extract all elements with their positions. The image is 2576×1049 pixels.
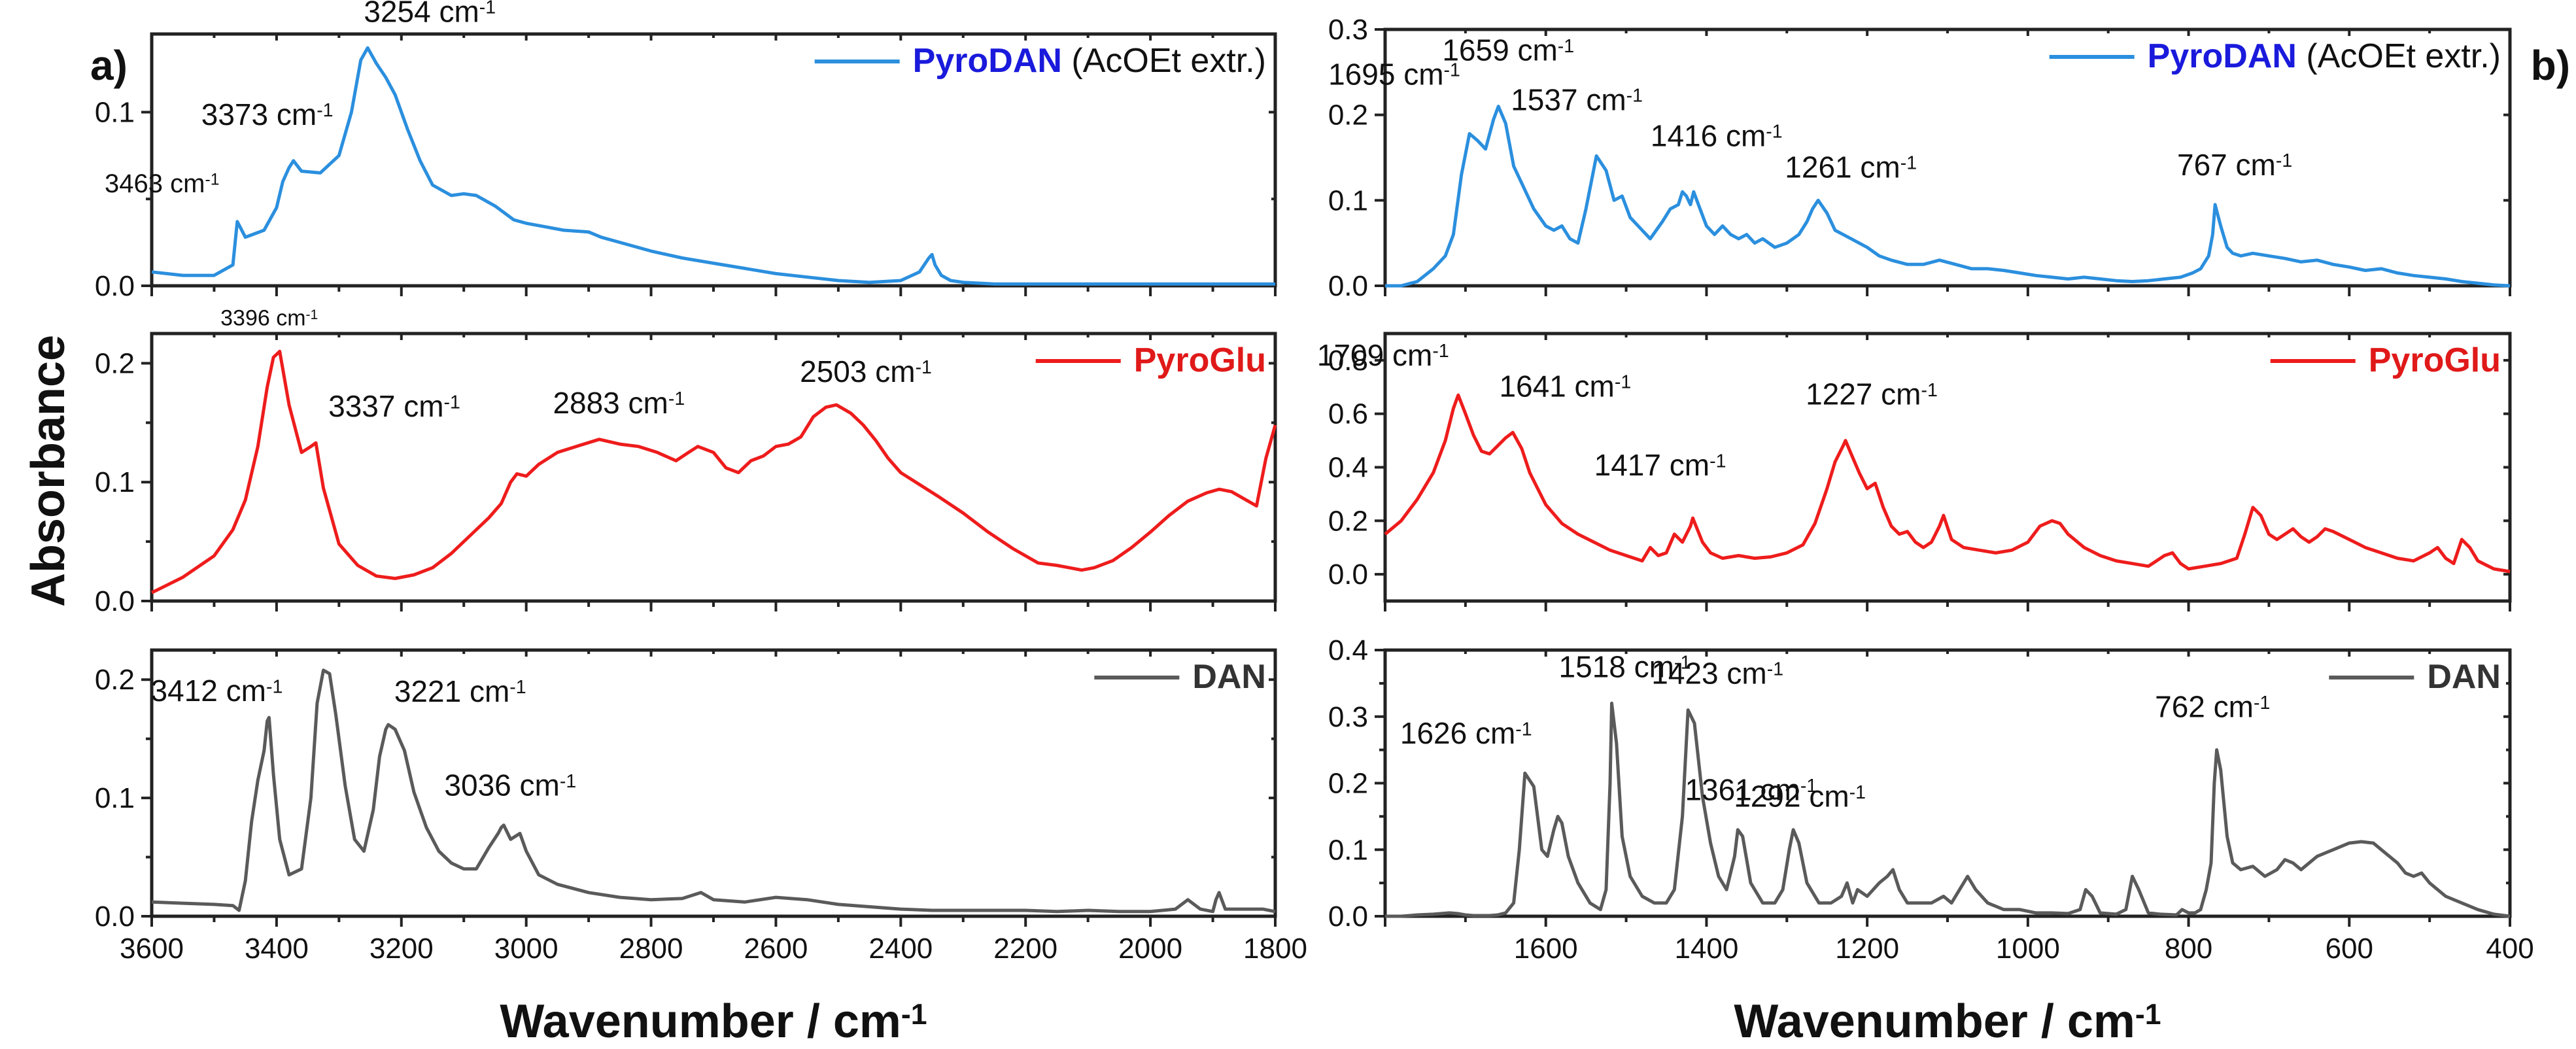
y-tick-label: 0.2 — [95, 347, 135, 379]
peak-annotation: 1417 cm-1 — [1594, 448, 1726, 482]
y-tick-label: 0.0 — [95, 585, 135, 617]
legend-label: DAN — [2427, 658, 2501, 696]
y-axis-title: Absorbance — [22, 335, 75, 607]
x-tick-label: 400 — [2486, 933, 2533, 965]
y-tick-label: 0.1 — [95, 782, 135, 814]
panel-b-mid: 0.0 0.2 0.4 0.6 0.8 PyroGlu 1709 cm-1 1641 cm-1… — [1317, 332, 2512, 611]
peak-annotation: 1695 cm-1 — [1328, 57, 1460, 91]
y-tick-label: 0.4 — [1328, 634, 1368, 666]
peak-annotation: 1227 cm-1 — [1806, 377, 1938, 411]
peak-annotation: 3254 cm-1 — [364, 0, 496, 28]
y-tick-label: 0.1 — [95, 466, 135, 498]
legend-label: PyroDAN (AcOEt extr.) — [2148, 37, 2501, 75]
peak-annotation: 1423 cm-1 — [1651, 657, 1783, 691]
legend-suffix: (AcOEt extr.) — [1062, 42, 1266, 80]
spectrum-line-b-mid — [1384, 393, 2511, 574]
spectrum-line-b-bot — [1385, 701, 2511, 918]
legend-series-name: DAN — [2427, 658, 2501, 696]
spectrum-line-b-top — [1385, 105, 2511, 288]
y-tick-label: 0.2 — [1328, 505, 1368, 537]
x-tick-label: 3200 — [369, 933, 434, 965]
x-tick-label: 800 — [2165, 933, 2212, 965]
peak-annotation: 3412 cm-1 — [151, 674, 283, 708]
y-tick-label: 0.8 — [1328, 345, 1368, 377]
x-tick-label: 1400 — [1674, 933, 1738, 965]
peak-annotation: 1709 cm-1 — [1317, 338, 1449, 372]
peak-annotation: 1416 cm-1 — [1651, 118, 1783, 152]
x-axis-title: Wavenumber / cm-1 — [500, 995, 927, 1048]
y-tick-label: 0.2 — [1328, 768, 1368, 800]
y-tick-label: 0.0 — [1328, 270, 1368, 302]
peak-annotation: 1361 cm-1 — [1685, 773, 1817, 807]
y-tick-label: 0.1 — [1328, 184, 1368, 216]
peak-annotation: 3337 cm-1 — [328, 389, 460, 423]
legend-series-name: PyroDAN — [2148, 37, 2297, 75]
peak-annotation: 1626 cm-1 — [1400, 716, 1532, 750]
y-tick-label: 0.2 — [95, 664, 135, 696]
peak-annotation: 1641 cm-1 — [1499, 369, 1631, 403]
x-tick-label: 2400 — [868, 933, 933, 965]
panel-letter-b: b) — [2531, 42, 2570, 89]
panel-letter-a: a) — [90, 42, 128, 89]
peak-annotation: 1261 cm-1 — [1785, 150, 1917, 184]
y-tick-label: 0.0 — [1328, 901, 1368, 933]
legend-series-name: PyroGlu — [2369, 341, 2501, 379]
y-tick-label: 0.3 — [1328, 701, 1368, 733]
peak-annotation: 2503 cm-1 — [800, 354, 932, 388]
y-tick-label: 0.0 — [1328, 559, 1368, 591]
x-tick-label: 1800 — [1243, 933, 1307, 965]
spectrum-line-a-bot — [151, 668, 1276, 914]
legend-label: PyroDAN (AcOEt extr.) — [913, 42, 1266, 80]
y-tick-label: 0.0 — [95, 901, 135, 933]
peak-annotation: 2883 cm-1 — [553, 386, 685, 420]
x-tick-label: 3000 — [494, 933, 558, 965]
spectrum-line-a-mid — [150, 349, 1277, 594]
peak-annotation: 1537 cm-1 — [1511, 82, 1643, 116]
x-tick-label: 2200 — [993, 933, 1057, 965]
x-tick-label: 1200 — [1835, 933, 1899, 965]
x-tick-label: 1000 — [1996, 933, 2060, 965]
peak-annotation: 1518 cm-1 — [1559, 649, 1691, 683]
legend-series-name: DAN — [1192, 658, 1266, 696]
peak-annotation: 767 cm-1 — [2177, 148, 2292, 182]
peak-annotation: 1659 cm-1 — [1442, 33, 1574, 67]
spectrum-line-a-top — [151, 46, 1275, 286]
x-tick-label: 2000 — [1118, 933, 1182, 965]
y-tick-label: 0.3 — [1328, 14, 1368, 46]
peak-annotation: 3221 cm-1 — [394, 674, 526, 708]
panel-b-top: 0.0 0.1 0.2 0.3 PyroDAN (AcOEt extr.) 1695 cm… — [1328, 14, 2512, 302]
x-tick-label: 2800 — [619, 933, 683, 965]
y-tick-label: 0.1 — [95, 96, 135, 128]
legend-label: PyroGlu — [1134, 341, 1266, 379]
panel-a-mid: 0.0 0.1 0.2 PyroGlu 3396 cm-1 3337 cm-1 2883 c… — [95, 305, 1277, 617]
x-tick-label: 1600 — [1514, 933, 1578, 965]
legend-suffix: (AcOEt extr.) — [2297, 37, 2501, 75]
y-tick-label: 0.2 — [1328, 99, 1368, 131]
peak-annotation: 3463 cm-1 — [105, 169, 219, 198]
x-tick-label: 600 — [2326, 933, 2373, 965]
y-tick-label: 0.1 — [1328, 834, 1368, 866]
peak-annotation: 1292 cm-1 — [1734, 780, 1866, 814]
peak-annotation: 762 cm-1 — [2155, 690, 2270, 724]
x-tick-label: 2600 — [744, 933, 808, 965]
legend-label: PyroGlu — [2369, 341, 2501, 379]
legend-series-name: PyroDAN — [913, 42, 1062, 80]
legend-label: DAN — [1192, 658, 1266, 696]
y-tick-label: 0.4 — [1328, 452, 1368, 484]
panel-a-top: 0.0 0.1 PyroDAN (AcOEt extr.) 3463 cm-1 3373… — [95, 0, 1277, 302]
x-tick-label: 3400 — [245, 933, 309, 965]
y-tick-label: 0.0 — [95, 270, 135, 302]
plot-frame — [1383, 648, 2512, 918]
panels: 0.0 0.1 PyroDAN (AcOEt extr.) 3463 cm-1 3373… — [95, 0, 2534, 1048]
y-tick-label: 0.6 — [1328, 398, 1368, 430]
x-tick-label: 3600 — [120, 933, 184, 965]
panel-b-bot: 0.0 0.1 0.2 0.3 0.4 1600 1400 1200 1000 800 600 400… — [1328, 634, 2534, 1048]
panel-a-bot: 0.0 0.1 0.2 3600 3400 3200 3000 2800 2600 2400 220… — [95, 648, 1307, 1048]
peak-annotation: 3373 cm-1 — [201, 97, 334, 131]
peak-annotation: 3396 cm-1 — [220, 305, 318, 330]
legend-series-name: PyroGlu — [1134, 341, 1266, 379]
peak-annotation: 3036 cm-1 — [444, 768, 576, 802]
x-axis-title: Wavenumber / cm-1 — [1734, 995, 2161, 1048]
